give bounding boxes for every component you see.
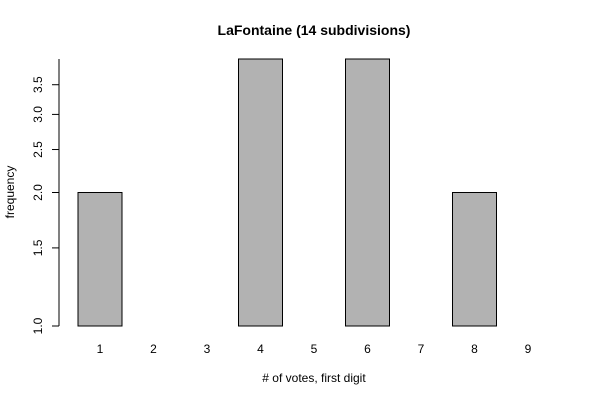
bar-1 bbox=[77, 192, 123, 327]
y-tick-label: 1.0 bbox=[31, 317, 45, 334]
y-axis: 1.0 1.5 2.0 2.5 3.0 3.5 bbox=[31, 76, 59, 334]
bar-8 bbox=[452, 192, 497, 327]
bar-6 bbox=[345, 58, 390, 327]
x-tick-label: 5 bbox=[311, 342, 318, 356]
y-tick-label: 1.5 bbox=[31, 239, 45, 256]
x-tick-label: 6 bbox=[364, 342, 371, 356]
x-tick-label: 8 bbox=[471, 342, 478, 356]
y-tick-label: 2.0 bbox=[31, 184, 45, 201]
y-tick-label: 3.5 bbox=[31, 76, 45, 93]
chart-title: LaFontaine (14 subdivisions) bbox=[218, 22, 411, 38]
y-tick-label: 3.0 bbox=[31, 106, 45, 123]
y-tick-label: 2.5 bbox=[31, 141, 45, 158]
x-tick-label: 1 bbox=[97, 342, 104, 356]
bar-4 bbox=[238, 58, 283, 327]
x-tick-label: 9 bbox=[525, 342, 532, 356]
x-tick-label: 7 bbox=[418, 342, 425, 356]
x-tick-label: 2 bbox=[150, 342, 157, 356]
bars bbox=[77, 58, 497, 327]
y-axis-label: frequency bbox=[3, 166, 17, 219]
x-tick-label: 4 bbox=[257, 342, 264, 356]
x-axis-label: # of votes, first digit bbox=[262, 371, 366, 385]
x-axis-tick-labels: 1 2 3 4 5 6 7 8 9 bbox=[97, 342, 532, 356]
x-tick-label: 3 bbox=[204, 342, 211, 356]
